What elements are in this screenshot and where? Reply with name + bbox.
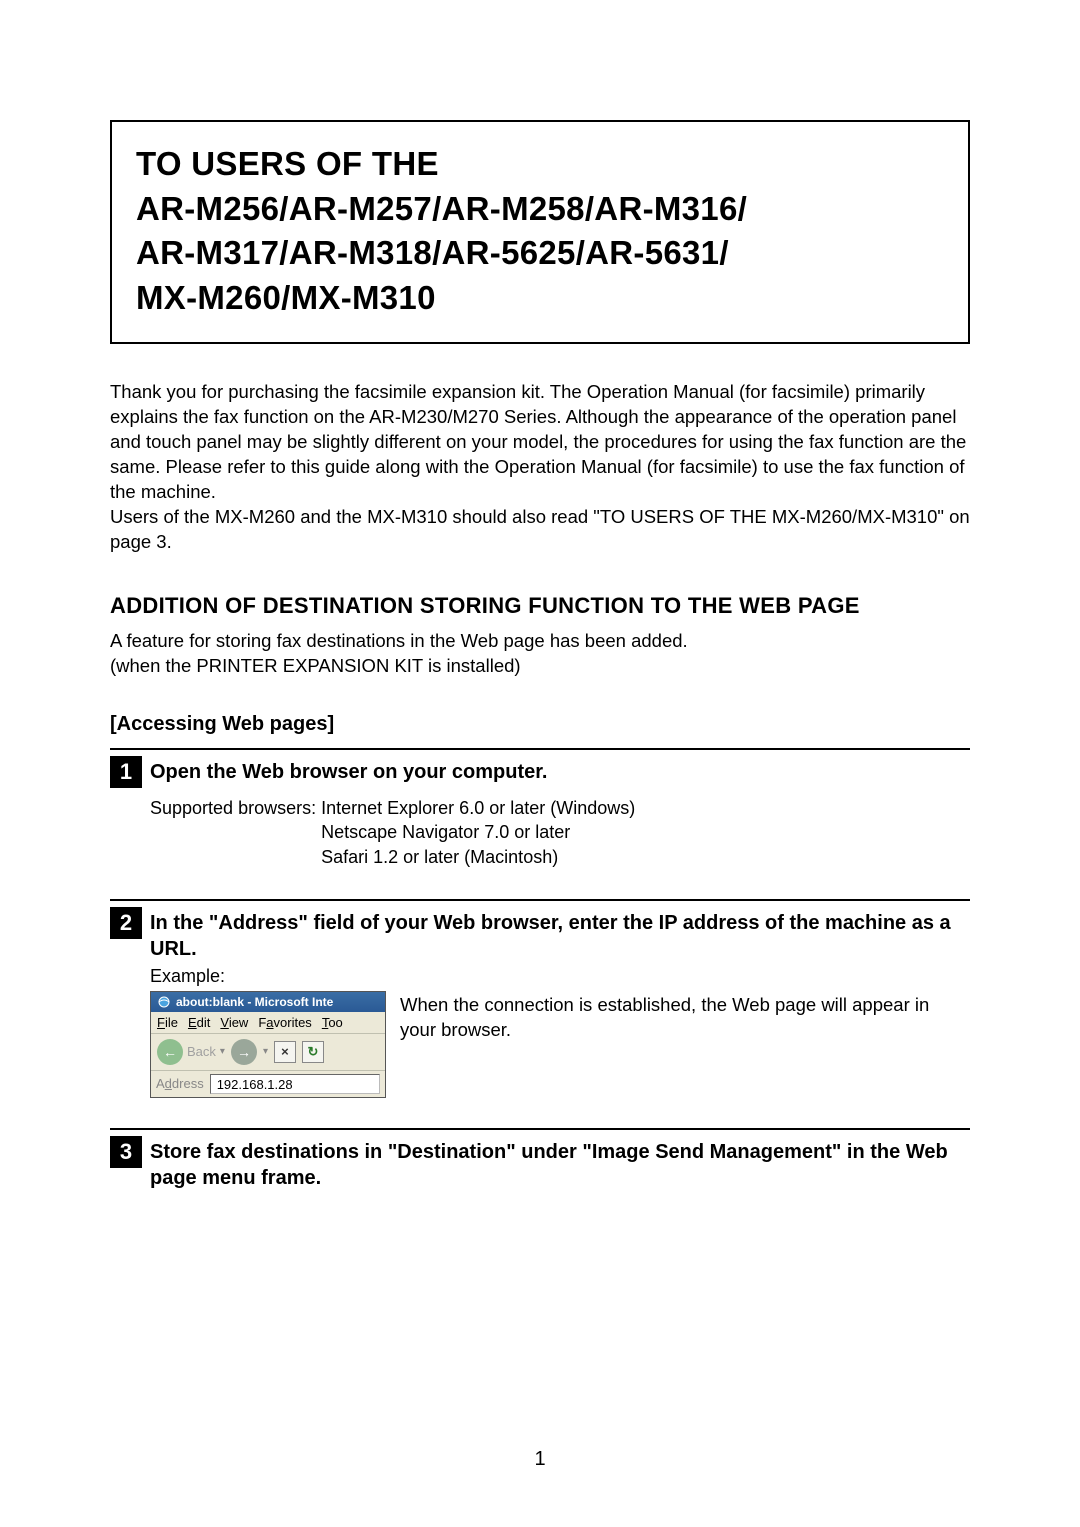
section-body-line-2: (when the PRINTER EXPANSION KIT is insta… — [110, 654, 970, 679]
step-number-badge: 3 — [110, 1136, 142, 1168]
section-heading: ADDITION OF DESTINATION STORING FUNCTION… — [110, 593, 970, 619]
step-divider — [110, 1128, 970, 1130]
menu-view[interactable]: View — [220, 1015, 248, 1030]
step-divider — [110, 748, 970, 750]
browser-item: Safari 1.2 or later (Macintosh) — [321, 847, 558, 867]
step-3: 3 Store fax destinations in "Destination… — [110, 1128, 970, 1191]
forward-button[interactable]: → — [231, 1039, 257, 1065]
browser-titlebar: about:blank - Microsoft Inte — [151, 992, 385, 1012]
step-title: Store fax destinations in "Destination" … — [150, 1136, 970, 1191]
step-head: 3 Store fax destinations in "Destination… — [110, 1136, 970, 1191]
menu-edit[interactable]: Edit — [188, 1015, 210, 1030]
menu-file[interactable]: File — [157, 1015, 178, 1030]
dropdown-icon: ▾ — [220, 1046, 225, 1057]
title-line-2: AR-M256/AR-M257/AR-M258/AR-M316/ — [136, 187, 944, 232]
section-body-line-1: A feature for storing fax destinations i… — [110, 629, 970, 654]
menu-favorites[interactable]: Favorites — [258, 1015, 311, 1030]
example-label: Example: — [150, 966, 970, 987]
step-body: Supported browsers: Internet Explorer 6.… — [150, 796, 970, 869]
step-head: 2 In the "Address" field of your Web bro… — [110, 907, 970, 962]
address-label: Address — [156, 1076, 204, 1091]
step-2: 2 In the "Address" field of your Web bro… — [110, 899, 970, 1098]
browser-window-mock: about:blank - Microsoft Inte File Edit V… — [150, 991, 386, 1098]
section-body: A feature for storing fax destinations i… — [110, 629, 970, 679]
back-button-group[interactable]: ← Back ▾ — [157, 1039, 225, 1065]
back-icon: ← — [157, 1039, 183, 1065]
refresh-button[interactable]: ↻ — [302, 1041, 324, 1063]
browsers-list: Internet Explorer 6.0 or later (Windows)… — [321, 796, 635, 869]
intro-para-2: Users of the MX-M260 and the MX-M310 sho… — [110, 505, 970, 555]
title-box: TO USERS OF THE AR-M256/AR-M257/AR-M258/… — [110, 120, 970, 344]
browser-addressbar: Address 192.168.1.28 — [151, 1071, 385, 1097]
step-divider — [110, 899, 970, 901]
browsers-label: Supported browsers: — [150, 798, 316, 818]
dropdown-icon: ▾ — [263, 1046, 268, 1057]
step-title: Open the Web browser on your computer. — [150, 756, 547, 785]
title-line-1: TO USERS OF THE — [136, 142, 944, 187]
browser-toolbar: ← Back ▾ → ▾ × ↻ — [151, 1034, 385, 1071]
address-input[interactable]: 192.168.1.28 — [210, 1074, 380, 1094]
intro-text: Thank you for purchasing the facsimile e… — [110, 380, 970, 555]
step-head: 1 Open the Web browser on your computer. — [110, 756, 970, 788]
example-side-text: When the connection is established, the … — [400, 991, 970, 1043]
title-line-3: AR-M317/AR-M318/AR-5625/AR-5631/ — [136, 231, 944, 276]
example-block: Example: about:blank - Microsoft Inte Fi… — [150, 966, 970, 1098]
page-number: 1 — [0, 1448, 1080, 1471]
browser-menubar: File Edit View Favorites Too — [151, 1012, 385, 1034]
step-number-badge: 2 — [110, 907, 142, 939]
ie-logo-icon — [157, 995, 171, 1009]
stop-button[interactable]: × — [274, 1041, 296, 1063]
sub-heading: [Accessing Web pages] — [110, 713, 970, 736]
step-title: In the "Address" field of your Web brows… — [150, 907, 970, 962]
browser-item: Netscape Navigator 7.0 or later — [321, 822, 570, 842]
back-label: Back — [187, 1044, 216, 1059]
browser-title-text: about:blank - Microsoft Inte — [176, 995, 333, 1009]
title-line-4: MX-M260/MX-M310 — [136, 276, 944, 321]
browser-item: Internet Explorer 6.0 or later (Windows) — [321, 798, 635, 818]
step-number-badge: 1 — [110, 756, 142, 788]
step-1: 1 Open the Web browser on your computer.… — [110, 748, 970, 869]
intro-para-1: Thank you for purchasing the facsimile e… — [110, 380, 970, 505]
menu-tools[interactable]: Too — [322, 1015, 343, 1030]
